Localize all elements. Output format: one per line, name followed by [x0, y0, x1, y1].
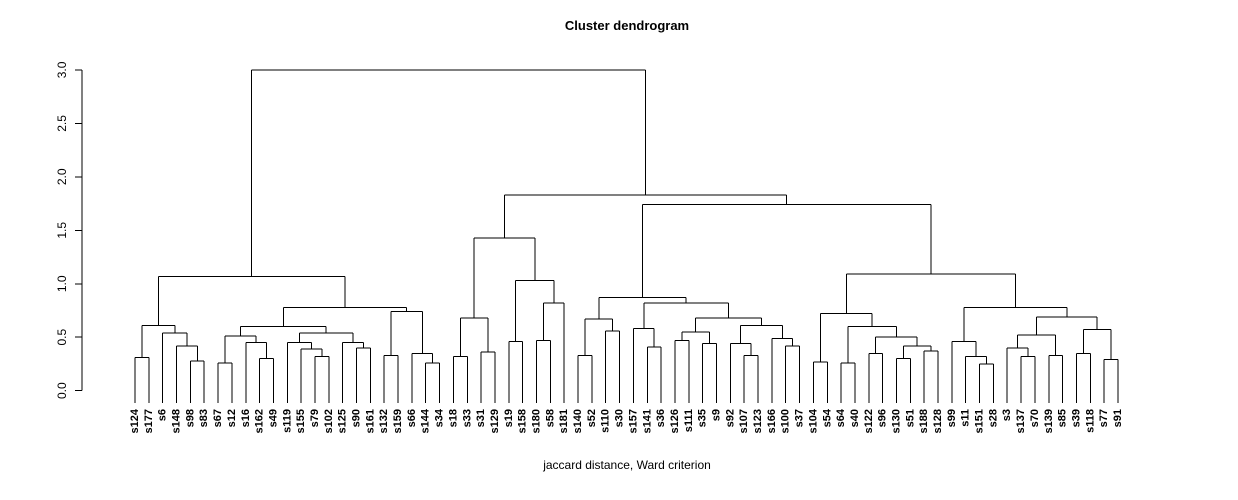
- y-tick-label: 1.5: [55, 222, 69, 239]
- leaf-label: s58: [544, 409, 556, 427]
- leaf-label: s64: [835, 408, 847, 427]
- leaf-label: s6: [157, 409, 169, 421]
- leaf-label: s111: [683, 409, 695, 432]
- leaf-label: s151: [974, 409, 986, 433]
- leaf-label: s159: [392, 409, 404, 433]
- leaf-label: s166: [766, 409, 778, 433]
- y-tick-label: 0.0: [55, 382, 69, 399]
- leaf-label: s177: [143, 409, 155, 433]
- leaf-label: s119: [281, 409, 293, 433]
- leaf-label: s104: [807, 408, 819, 433]
- leaf-label: s9: [711, 409, 723, 421]
- leaf-label: s122: [863, 409, 875, 433]
- leaf-label: s144: [420, 408, 432, 433]
- leaf-label: s99: [946, 409, 958, 427]
- leaf-label: s161: [364, 409, 376, 433]
- leaf-label: s18: [447, 409, 459, 427]
- leaf-label: s96: [877, 409, 889, 427]
- leaf-label: s126: [669, 409, 681, 433]
- leaf-label: s33: [461, 409, 473, 427]
- leaf-label: s123: [752, 409, 764, 433]
- leaf-label: s98: [184, 409, 196, 427]
- leaf-label: s83: [198, 409, 210, 427]
- y-tick-label: 2.5: [55, 115, 69, 132]
- leaf-label: s12: [226, 409, 238, 427]
- leaf-label: s158: [517, 409, 529, 433]
- leaf-label: s19: [503, 409, 515, 427]
- leaf-label: s35: [697, 409, 709, 427]
- leaf-label: s66: [406, 409, 418, 427]
- leaf-label: s100: [780, 409, 792, 433]
- leaf-label: s11: [960, 409, 972, 427]
- leaf-label: s85: [1057, 409, 1069, 427]
- leaf-label: s67: [212, 409, 224, 427]
- dendrogram-branches: [134, 69, 1119, 403]
- leaf-label: s129: [489, 409, 501, 433]
- y-tick-label: 1.0: [55, 275, 69, 292]
- leaf-label: s188: [918, 409, 930, 433]
- y-tick-label: 3.0: [55, 61, 69, 78]
- y-axis: 0.0 0.5 1.0 1.5 2.0 2.5 3.0: [55, 61, 83, 399]
- leaf-label: s139: [1043, 409, 1055, 433]
- y-tick-label: 2.0: [55, 168, 69, 185]
- leaf-label: s37: [794, 409, 806, 427]
- leaf-label: s28: [987, 409, 999, 427]
- leaf-label: s148: [171, 409, 183, 433]
- leaf-label: s49: [268, 409, 280, 427]
- leaf-label: s16: [240, 409, 252, 427]
- leaf-label: s155: [295, 409, 307, 433]
- leaf-label: s79: [309, 409, 321, 427]
- leaf-label: s162: [254, 409, 266, 433]
- leaf-label: s31: [475, 409, 487, 427]
- leaf-label: s3: [1001, 409, 1013, 421]
- leaf-label: s51: [904, 409, 916, 427]
- leaf-label: s77: [1098, 409, 1110, 427]
- leaf-label: s70: [1029, 409, 1041, 427]
- leaf-label: s132: [378, 409, 390, 433]
- leaf-label: s137: [1015, 409, 1027, 433]
- leaf-label: s124: [129, 408, 141, 433]
- leaf-label: s128: [932, 409, 944, 433]
- leaf-label: s54: [821, 408, 833, 427]
- leaf-label: s180: [531, 409, 543, 433]
- leaf-label: s125: [337, 409, 349, 433]
- leaf-label: s52: [586, 409, 598, 427]
- x-axis-caption: jaccard distance, Ward criterion: [542, 458, 711, 472]
- leaf-label: s140: [572, 409, 584, 433]
- leaf-label: s107: [738, 409, 750, 433]
- leaf-label: s40: [849, 409, 861, 427]
- leaf-label: s90: [351, 409, 363, 427]
- leaf-label: s118: [1084, 409, 1096, 433]
- leaf-label: s181: [558, 409, 570, 433]
- leaf-label: s34: [434, 408, 446, 427]
- leaf-label: s39: [1071, 409, 1083, 427]
- chart-title: Cluster dendrogram: [565, 18, 689, 33]
- leaf-label: s30: [614, 409, 626, 427]
- leaf-label: s102: [323, 409, 335, 433]
- leaf-label: s110: [600, 409, 612, 433]
- leaf-label: s91: [1112, 409, 1124, 427]
- leaf-labels: s124 s177 s6 s148 s98 s83 s67 s12 s16 s162 s49 s119…: [129, 408, 1124, 433]
- y-tick-label: 0.5: [55, 329, 69, 346]
- leaf-label: s92: [724, 409, 736, 427]
- leaf-label: s157: [627, 409, 639, 433]
- leaf-label: s36: [655, 409, 667, 427]
- leaf-label: s130: [891, 409, 903, 433]
- leaf-label: s141: [641, 409, 653, 433]
